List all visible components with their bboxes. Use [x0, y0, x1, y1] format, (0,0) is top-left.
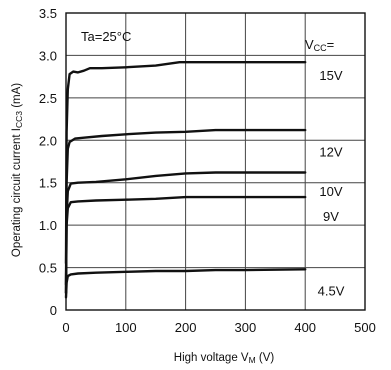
- series-label: 15V: [319, 68, 342, 83]
- series-line-10V: [64, 171, 307, 295]
- series-label: 4.5V: [318, 283, 345, 298]
- x-tick-label: 400: [294, 320, 316, 335]
- series-line-4.5V: [64, 268, 307, 299]
- series-line-15V: [64, 61, 307, 265]
- grid: [66, 13, 365, 310]
- y-tick-label: 2.5: [39, 91, 57, 106]
- y-tick-label: 1.5: [39, 176, 57, 191]
- y-axis-title: Operating circuit current ICC3 (mA): [11, 83, 24, 257]
- series-line-9V: [64, 195, 307, 295]
- x-tick-label: 200: [175, 320, 197, 335]
- series-label: 12V: [319, 144, 342, 159]
- y-tick-label: 0: [50, 303, 57, 318]
- y-tick-label: 2.0: [39, 133, 57, 148]
- y-tick-label: 3.5: [39, 6, 57, 21]
- y-tick-label: 1.0: [39, 218, 57, 233]
- x-tick-labels: 0 100 200 300 400 500: [62, 320, 375, 335]
- x-tick-label: 0: [62, 320, 69, 335]
- series-label: 9V: [323, 209, 339, 224]
- ambient-temperature-annotation: Ta=25°C: [81, 29, 131, 44]
- y-tick-label: 0.5: [39, 261, 57, 276]
- series-label: 10V: [319, 184, 342, 199]
- x-axis-title: High voltage VM (V): [174, 352, 275, 365]
- x-tick-label: 500: [354, 320, 376, 335]
- x-tick-label: 100: [115, 320, 137, 335]
- y-tick-label: 3.0: [39, 48, 57, 63]
- x-tick-label: 300: [235, 320, 257, 335]
- y-tick-labels: 0 0.5 1.0 1.5 2.0 2.5 3.0 3.5: [39, 6, 57, 318]
- series-line-12V: [64, 128, 307, 286]
- plot-frame: [65, 12, 366, 311]
- legend-title: VCC=: [305, 37, 334, 53]
- curves: [64, 61, 307, 299]
- series-labels: 15V 12V 10V 9V 4.5V: [318, 68, 345, 299]
